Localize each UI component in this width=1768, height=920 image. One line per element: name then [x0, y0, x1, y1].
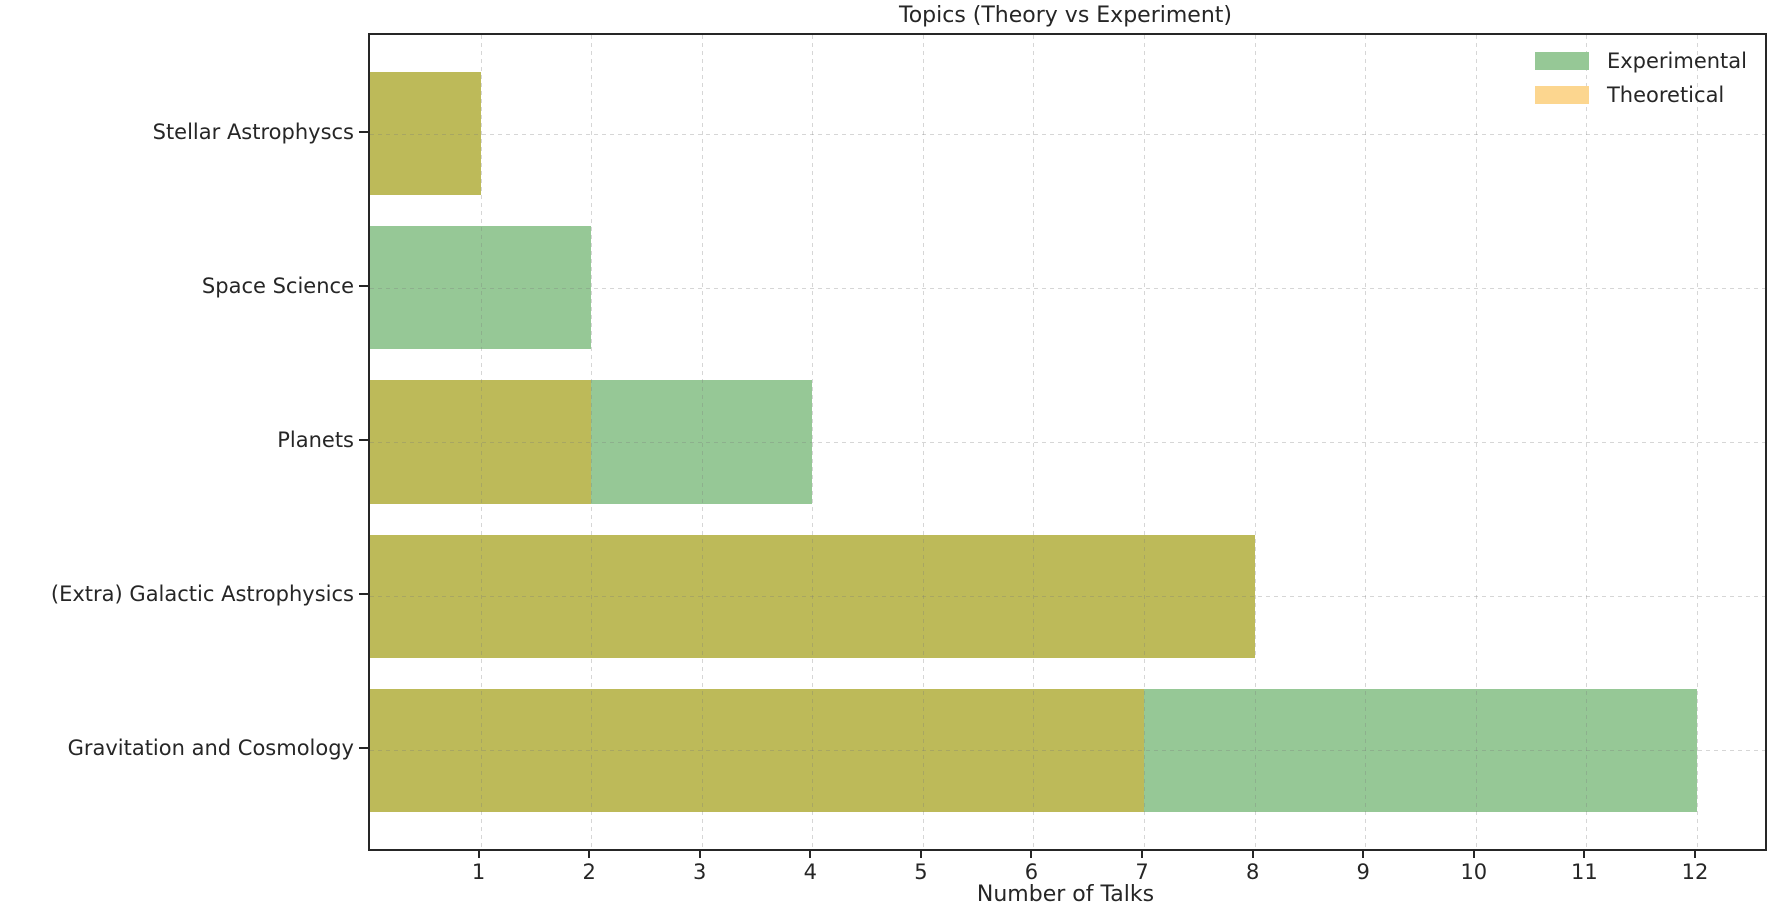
gridline-vertical — [591, 35, 593, 849]
x-tick-mark — [809, 849, 812, 858]
bar-experimental-segment — [1144, 688, 1697, 812]
bar-overlap-segment — [370, 688, 1145, 812]
bar-overlap-segment — [370, 534, 1255, 658]
x-tick-mark — [919, 849, 922, 858]
category-label: (Extra) Galactic Astrophysics — [50, 582, 354, 607]
x-tick-label: 3 — [693, 860, 707, 884]
x-tick-mark — [1472, 849, 1475, 858]
bar-overlap-segment — [370, 72, 481, 196]
x-tick-label: 8 — [1245, 860, 1260, 884]
y-tick-mark — [359, 284, 368, 287]
gridline-horizontal — [370, 133, 1765, 135]
x-tick-mark — [1251, 849, 1254, 858]
category-label: Gravitation and Cosmology — [67, 736, 354, 761]
gridline-vertical — [1696, 35, 1698, 849]
legend-label: Experimental — [1606, 49, 1747, 73]
gridline-vertical — [1254, 35, 1256, 849]
x-axis-label: Number of Talks — [976, 882, 1155, 907]
x-tick-mark — [1362, 849, 1365, 858]
x-tick-mark — [1583, 849, 1586, 858]
x-tick-label: 9 — [1356, 860, 1370, 884]
gridline-vertical — [480, 35, 482, 849]
x-tick-label: 10 — [1460, 860, 1488, 884]
x-tick-label: 7 — [1135, 860, 1149, 884]
y-tick-mark — [359, 439, 368, 441]
x-tick-label: 6 — [1024, 860, 1039, 884]
legend-swatch-icon — [1534, 52, 1589, 70]
gridline-vertical — [922, 35, 924, 849]
gridline-vertical — [701, 35, 703, 849]
gridline-horizontal — [370, 596, 1765, 598]
legend: Experimental Theoretical — [1534, 49, 1747, 107]
legend-entry: Theoretical — [1534, 83, 1747, 107]
x-tick-mark — [588, 849, 591, 858]
category-label: Stellar Astrophyscs — [152, 119, 354, 144]
plot-area: Experimental Theoretical — [368, 33, 1767, 851]
bar-experimental-segment — [591, 380, 813, 504]
legend-entry: Experimental — [1534, 49, 1747, 73]
chart-title: Topics (Theory vs Experiment) — [899, 3, 1232, 28]
gridline-vertical — [1144, 35, 1146, 849]
x-tick-label: 2 — [582, 860, 596, 884]
category-label: Space Science — [201, 273, 354, 298]
x-tick-mark — [1030, 849, 1033, 858]
x-tick-label: 12 — [1681, 860, 1709, 884]
x-tick-label: 1 — [471, 860, 486, 884]
legend-swatch-icon — [1534, 86, 1589, 104]
y-tick-mark — [359, 747, 368, 750]
x-tick-mark — [1141, 849, 1144, 858]
gridline-vertical — [1475, 35, 1477, 849]
bar-overlap-segment — [370, 380, 592, 504]
gridline-vertical — [1033, 35, 1035, 849]
x-tick-label: 11 — [1571, 860, 1598, 884]
x-tick-mark — [698, 849, 701, 858]
legend-label: Theoretical — [1606, 83, 1725, 107]
gridline-vertical — [1365, 35, 1367, 849]
gridline-vertical — [812, 35, 814, 849]
gridline-horizontal — [370, 750, 1765, 752]
y-tick-mark — [359, 593, 368, 596]
bar-experimental-segment — [370, 226, 592, 350]
x-tick-label: 4 — [803, 860, 818, 884]
gridline-vertical — [1586, 35, 1588, 849]
gridline-horizontal — [370, 442, 1765, 443]
x-tick-label: 5 — [914, 860, 928, 884]
gridline-horizontal — [370, 287, 1765, 289]
y-tick-mark — [359, 130, 368, 133]
x-tick-mark — [477, 849, 480, 858]
x-tick-mark — [1693, 849, 1696, 858]
category-label: Planets — [277, 428, 354, 452]
